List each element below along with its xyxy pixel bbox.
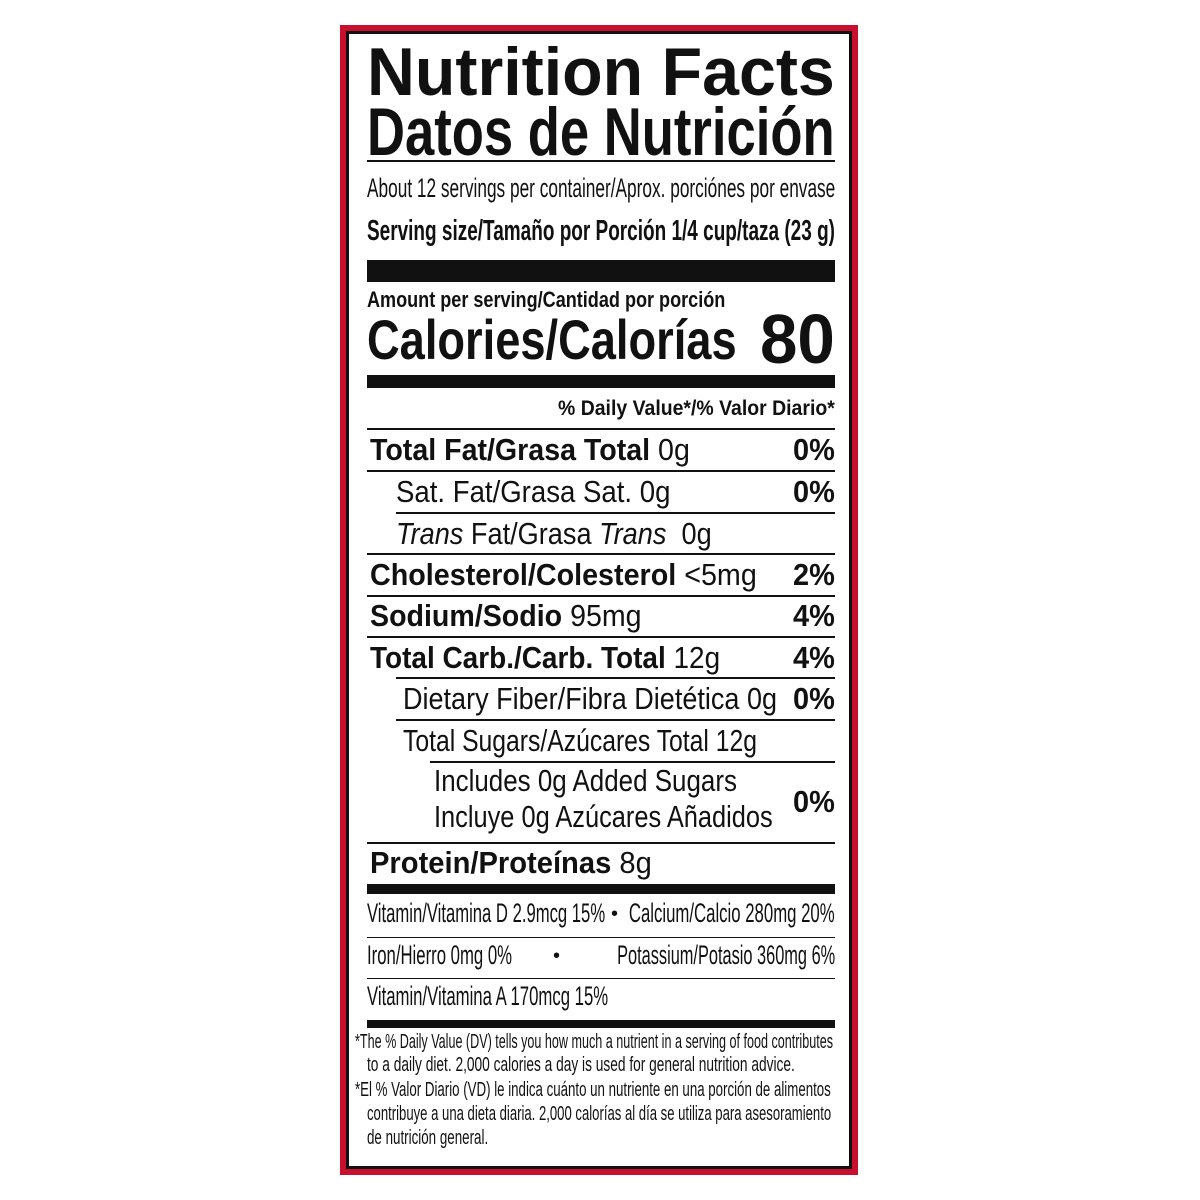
nutrient-amount: 0g <box>639 474 671 509</box>
vitamin-d: Vitamin/Vitamina D 2.9mcg 15% <box>367 898 606 928</box>
nutrient-label: Dietary Fiber/Fibra Dietética <box>403 681 740 716</box>
divider <box>396 677 835 679</box>
nutrient-amount: 0g <box>681 516 712 551</box>
divider <box>396 512 835 514</box>
calories-label: Calories/Calorías <box>367 308 737 371</box>
nutrient-amount: <5mg <box>684 557 757 592</box>
nutrient-trans-fat: Trans Fat/Grasa Trans 0g <box>396 518 712 549</box>
footnote-english-1: *The % Daily Value (DV) tells you how mu… <box>355 1031 833 1053</box>
divider <box>367 470 835 472</box>
nutrient-sodium: Sodium/Sodio 95mg <box>370 600 642 631</box>
nutrient-cholesterol: Cholesterol/Colesterol <5mg <box>370 559 757 590</box>
nutrient-sat-fat: Sat. Fat/Grasa Sat. 0g <box>396 476 670 507</box>
nutrient-amount: 0g <box>746 681 778 716</box>
title-spanish: Datos de Nutrición <box>367 94 835 170</box>
nutrient-label: Total Fat/Grasa Total <box>370 432 651 467</box>
nutrient-amount: 95mg <box>570 598 642 633</box>
servings-per-container: About 12 servings per container/Aprox. p… <box>367 173 836 203</box>
divider <box>367 937 835 938</box>
divider <box>430 761 835 763</box>
footnote-spanish-1: *El % Valor Diario (VD) le indica cuánto… <box>355 1079 831 1101</box>
footnote-english-2: to a daily diet. 2,000 calories a day is… <box>367 1054 795 1076</box>
nutrient-total-fat: Total Fat/Grasa Total 0g <box>370 434 690 465</box>
nutrient-added-sugars-en: Includes 0g Added Sugars <box>434 763 737 798</box>
nutrient-label: Trans <box>599 516 667 551</box>
dv-total-fat: 0% <box>793 432 835 467</box>
nutrient-added-sugars-es: Incluye 0g Azúcares Añadidos <box>434 799 773 834</box>
calories-value: 80 <box>760 300 835 378</box>
serving-size: Serving size/Tamaño por Porción 1/4 cup/… <box>367 215 835 247</box>
daily-value-header: % Daily Value*/% Valor Diario* <box>558 397 835 420</box>
dv-sat-fat: 0% <box>793 474 835 509</box>
footnote-spanish-2: contribuye a una dieta diaria. 2,000 cal… <box>367 1103 832 1125</box>
nutrient-label: Sodium/Sodio <box>370 598 563 633</box>
divider <box>367 553 835 555</box>
dv-cholesterol: 2% <box>793 557 835 592</box>
nutrient-total-sugars: Total Sugars/Azúcares Total 12g <box>403 725 757 756</box>
nutrient-amount: 0g <box>658 432 690 467</box>
nutrient-total-carb: Total Carb./Carb. Total 12g <box>370 642 720 673</box>
amount-per-serving: Amount per serving/Cantidad por porción <box>367 287 726 312</box>
nutrient-amount: 8g <box>619 845 652 880</box>
nutrient-label: Total Carb./Carb. Total <box>370 640 666 675</box>
dv-added-sugars: 0% <box>793 784 835 819</box>
nutrient-label: Trans <box>396 516 464 551</box>
divider <box>367 428 835 430</box>
nutrient-dietary-fiber: Dietary Fiber/Fibra Dietética 0g <box>403 683 777 714</box>
medium-divider <box>367 375 835 388</box>
calcium: Calcium/Calcio 280mg 20% <box>629 898 835 928</box>
potassium: Potassium/Potasio 360mg 6% <box>616 940 835 970</box>
divider <box>367 978 835 979</box>
thick-divider <box>367 884 835 894</box>
divider <box>367 636 835 638</box>
vitamin-a: Vitamin/Vitamina A 170mcg 15% <box>367 981 609 1011</box>
nutrient-label: Cholesterol/Colesterol <box>370 557 677 592</box>
nutrient-amount: 12g <box>673 640 721 675</box>
nutrient-label: Protein/Proteínas <box>370 845 612 880</box>
iron: Iron/Hierro 0mg 0% <box>367 940 513 970</box>
footnote-spanish-3: de nutrición general. <box>367 1127 489 1149</box>
thick-divider <box>367 260 835 282</box>
thick-divider <box>367 1020 835 1028</box>
nutrient-label: Fat/Grasa <box>463 516 600 551</box>
bullet: • <box>611 903 619 925</box>
divider <box>367 595 835 597</box>
dv-dietary-fiber: 0% <box>793 681 835 716</box>
label-inner-border <box>346 31 852 1169</box>
divider <box>367 842 835 844</box>
dv-total-carb: 4% <box>793 640 835 675</box>
nutrient-label: Total Sugars/Azúcares Total <box>403 723 709 758</box>
dv-sodium: 4% <box>793 598 835 633</box>
bullet: • <box>553 945 561 967</box>
nutrient-label: Sat. Fat/Grasa Sat. <box>396 474 633 509</box>
nutrient-protein: Protein/Proteínas 8g <box>370 847 652 878</box>
title-english: Nutrition Facts <box>367 34 835 110</box>
divider <box>396 719 835 721</box>
nutrient-amount: 12g <box>715 723 758 758</box>
label-border <box>340 25 858 1175</box>
divider <box>367 160 835 162</box>
